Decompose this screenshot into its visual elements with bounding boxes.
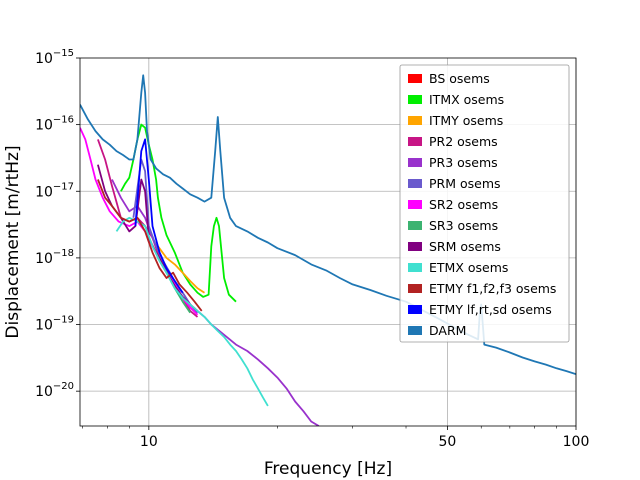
- legend-swatch: [408, 179, 422, 188]
- y-tick-label: 10−15: [35, 48, 74, 67]
- x-tick-label: 10: [140, 434, 158, 450]
- legend-entry: SR2 osems: [429, 197, 498, 212]
- x-axis-label: Frequency [Hz]: [264, 459, 392, 479]
- legend-entry: PRM osems: [429, 176, 501, 191]
- legend-swatch: [408, 200, 422, 209]
- y-tick-label: 10−20: [35, 381, 74, 400]
- legend-swatch: [408, 221, 422, 230]
- legend-entry: DARM: [429, 323, 466, 338]
- legend-frame: [399, 64, 570, 343]
- x-tick-label: 100: [563, 434, 590, 450]
- legend-entry: SR3 osems: [429, 218, 498, 233]
- legend-entry: ITMY osems: [429, 113, 503, 128]
- legend-entry: ITMX osems: [429, 92, 504, 107]
- y-tick-label: 10−17: [35, 181, 74, 200]
- legend-swatch: [408, 263, 422, 272]
- legend-entry: PR2 osems: [429, 134, 498, 149]
- legend-entry: ETMX osems: [429, 260, 508, 275]
- legend-swatch: [408, 326, 422, 335]
- legend-entry: ETMY f1,f2,f3 osems: [429, 281, 556, 296]
- y-tick-label: 10−19: [35, 315, 74, 334]
- legend-swatch: [408, 74, 422, 83]
- plot-frame: [79, 57, 577, 427]
- y-axis-label: Displacement [m/rtHz]: [3, 145, 23, 338]
- series-line-pr3-osems: [111, 179, 320, 426]
- series-line-etmy-f1-f2-f3-osems: [97, 179, 203, 312]
- legend-swatch: [408, 158, 422, 167]
- legend-swatch: [408, 116, 422, 125]
- legend-entry: BS osems: [429, 71, 490, 86]
- legend-swatch: [408, 137, 422, 146]
- legend-entry: ETMY lf,rt,sd osems: [429, 302, 552, 317]
- series-line-etmy-lf-rt-sd-osems: [134, 138, 184, 294]
- legend-swatch: [408, 95, 422, 104]
- series-line-itmx-osems: [120, 123, 237, 303]
- x-tick-label: 50: [438, 434, 456, 450]
- legend-swatch: [408, 305, 422, 314]
- axis-ticks: 10 50 100 10−15 10−16 10−17 10−18 10−19 10−20: [35, 48, 589, 450]
- series-line-etmx-osems: [115, 216, 269, 407]
- series-line-itmy-osems: [157, 245, 205, 294]
- series-layer: [80, 74, 576, 426]
- legend-swatch: [408, 284, 422, 293]
- y-tick-label: 10−16: [35, 115, 74, 134]
- legend-entry: SRM osems: [429, 239, 501, 254]
- legend-swatch: [408, 242, 422, 251]
- y-tick-label: 10−18: [35, 248, 74, 267]
- legend-entry: PR3 osems: [429, 155, 498, 170]
- legend: BS osems ITMX osems ITMY osems PR2 osems PR3…: [399, 64, 570, 343]
